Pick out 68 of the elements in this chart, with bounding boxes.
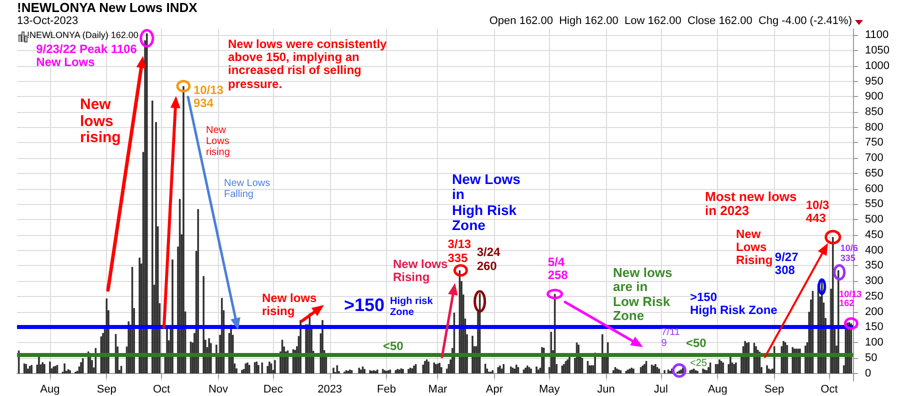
x-tick-label: Jun [597, 384, 615, 396]
y-tick-label: 1000 [865, 60, 890, 72]
y-tick-label: 400 [865, 244, 884, 256]
annotation: New Lows Rising [736, 227, 773, 268]
y-tick-label: 1100 [865, 29, 889, 42]
annotation: >150 High Risk Zone [690, 290, 778, 318]
annotation: 7/11 9 [661, 326, 680, 349]
annotation: 10/6 335 [840, 243, 858, 264]
y-tick-label: 850 [865, 106, 884, 118]
y-tick-label: 950 [865, 75, 884, 88]
annotation: 5/4 258 [548, 254, 568, 282]
y-tick-label: 500 [865, 214, 884, 226]
annotation: !NEWLONYA (Daily) 162.00 [27, 30, 138, 41]
annotation: 3/24 260 [476, 245, 500, 273]
annotation: 9/27 308 [774, 250, 798, 277]
x-tick-label: Sep [96, 384, 116, 396]
annotation: >150 [344, 295, 385, 316]
x-tick-label: Feb [377, 384, 396, 396]
x-tick-label: Mar [428, 384, 448, 396]
y-tick-label: 450 [865, 228, 884, 241]
annotation: New lows rising [80, 96, 121, 146]
y-tick-label: 600 [865, 182, 884, 195]
chart-subtitle: 13-Oct-2023 [17, 15, 78, 28]
x-tick-label: Jul [654, 384, 668, 396]
y-tick-label: 250 [865, 290, 884, 302]
y-tick-label: 650 [865, 167, 884, 180]
y-tick-label: 700 [865, 152, 884, 164]
x-tick-label: Oct [820, 384, 838, 396]
annotation: New lows Rising [393, 257, 448, 284]
annotation: High risk Zone [390, 296, 433, 318]
y-tick-label: 550 [865, 198, 884, 210]
x-tick-label: May [538, 384, 560, 396]
chart-title: !NEWLONYA New Lows INDX [17, 0, 198, 16]
annotation: 10/3 443 [806, 198, 830, 226]
y-tick-label: 350 [865, 260, 884, 272]
annotation: New Lows Falling [224, 178, 270, 200]
y-tick-label: 750 [865, 136, 884, 149]
annotation: <50 [686, 336, 706, 350]
annotation: 10/13 934 [193, 83, 224, 111]
text: Open 162.00 High 162.00 Low 162.00 Close 162.00 Chg -4.00 (-2.41%) [489, 15, 852, 28]
y-tick-label: 900 [865, 90, 884, 103]
y-tick-label: 1050 [865, 44, 890, 57]
y-tick-label: 150 [865, 321, 884, 334]
annotation: New lows rising [262, 291, 317, 318]
x-tick-label: Aug [40, 384, 60, 396]
y-tick-label: 300 [865, 275, 884, 288]
annotation: New lows were consistently above 150, implying an increased risl of selling pressure. [228, 37, 387, 91]
x-tick-label: Nov [208, 384, 229, 396]
y-tick-label: 0 [865, 367, 872, 380]
annotation: 10/13 162 [839, 288, 862, 310]
annotation: New lows are in Low Risk Zone [613, 265, 672, 324]
annotation: 9/23/22 Peak 1106 New Lows [36, 42, 137, 70]
x-tick-label: Sep [764, 384, 784, 396]
annotation: <50 [383, 339, 404, 354]
x-tick-label: Apr [486, 384, 504, 396]
x-tick-label: Oct [152, 384, 170, 396]
annotation: 3/13 335 [448, 237, 472, 265]
annotation: New Lows rising [206, 125, 230, 158]
annotation: New Lows in High Risk Zone [452, 171, 520, 234]
y-tick-label: 800 [865, 121, 884, 134]
annotation: Most new lows in 2023 [705, 189, 797, 219]
annotation: <25 [690, 358, 707, 369]
x-tick-label: Aug [708, 384, 728, 396]
y-tick-label: 100 [865, 336, 884, 349]
x-tick-label: 2023 [318, 384, 342, 396]
x-tick-label: Dec [263, 384, 284, 396]
y-tick-label: 200 [865, 306, 884, 318]
y-tick-label: 50 [865, 352, 878, 364]
